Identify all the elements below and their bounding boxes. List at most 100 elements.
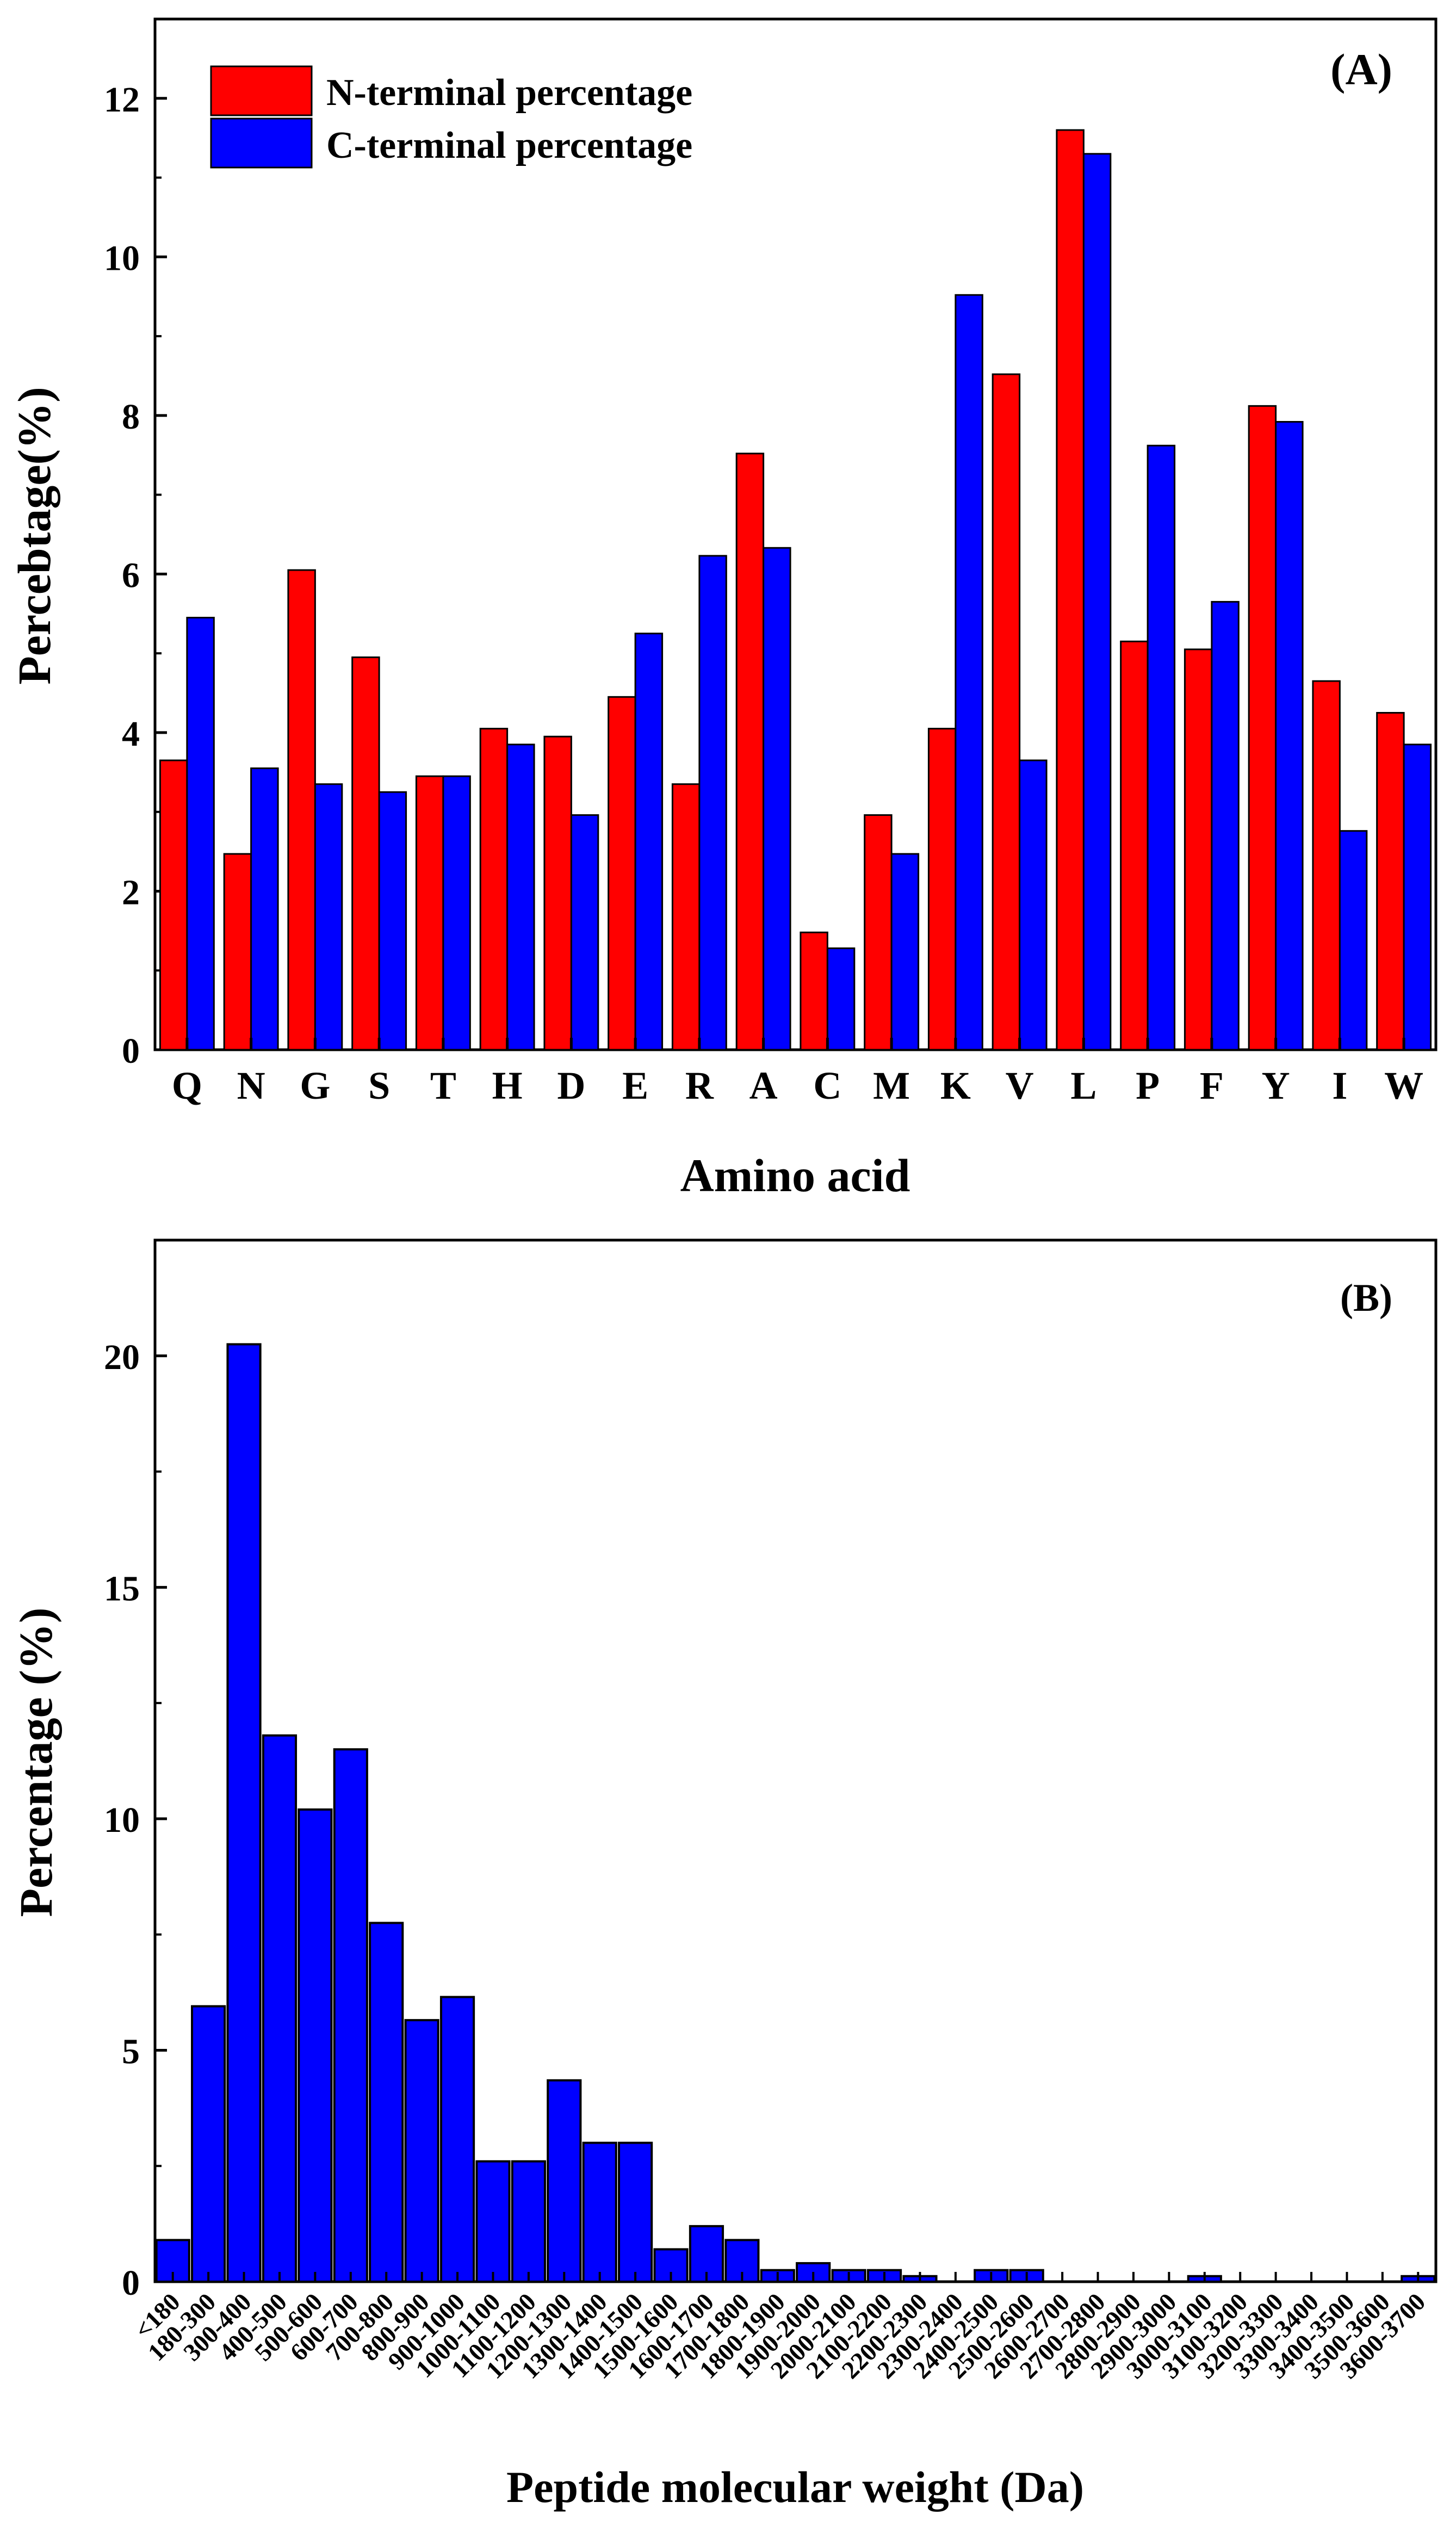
y-tick-label: 5 bbox=[122, 2031, 140, 2071]
bar-n-terminal-L bbox=[1056, 129, 1085, 1051]
x-tick-label-C: C bbox=[813, 1064, 841, 1107]
y-axis-title-a: Percebtage(%) bbox=[8, 387, 60, 685]
bar-c-terminal-K bbox=[955, 294, 983, 1051]
x-tick-label-I: I bbox=[1332, 1064, 1347, 1107]
x-tick-label-A: A bbox=[749, 1064, 778, 1107]
bar-n-terminal-R bbox=[671, 783, 701, 1051]
x-tick-label-F: F bbox=[1200, 1064, 1224, 1107]
bar-n-terminal-G bbox=[287, 569, 316, 1051]
bar-n-terminal-T bbox=[415, 775, 444, 1051]
y-tick-label: 12 bbox=[104, 80, 140, 120]
y-tick-label: 6 bbox=[122, 555, 140, 595]
bar-300-400 bbox=[226, 1343, 262, 2283]
bar-c-terminal-H bbox=[506, 744, 535, 1051]
bar-400-500 bbox=[262, 1734, 298, 2283]
y-axis-a: 0 2 4 6 8 10 12 bbox=[104, 80, 167, 1071]
bar-1400-1500 bbox=[618, 2141, 653, 2283]
y-tick-label: 15 bbox=[104, 1569, 140, 1608]
bar-n-terminal-E bbox=[608, 696, 636, 1051]
bar-n-terminal-A bbox=[735, 453, 765, 1051]
bar-c-terminal-A bbox=[763, 547, 791, 1051]
panel-label-a: (A) bbox=[1330, 45, 1392, 94]
bar-c-terminal-E bbox=[634, 633, 664, 1051]
legend-swatch-c-terminal bbox=[210, 117, 313, 169]
x-axis-title-a: Amino acid bbox=[680, 1149, 910, 1201]
bar-c-terminal-Y bbox=[1275, 421, 1304, 1051]
bar-700-800 bbox=[369, 1922, 404, 2283]
bar-c-terminal-Q bbox=[186, 617, 215, 1051]
y-tick-label: 20 bbox=[104, 1337, 140, 1377]
bar-c-terminal-R bbox=[698, 555, 727, 1051]
y-axis-title-b: Percentage (%) bbox=[10, 1607, 62, 1917]
bar-c-terminal-N bbox=[250, 767, 279, 1051]
y-tick-label: 8 bbox=[122, 397, 140, 437]
legend-swatch-n-terminal bbox=[210, 65, 313, 116]
bar-900-1000 bbox=[439, 1996, 475, 2283]
bar-c-terminal-D bbox=[570, 814, 599, 1051]
x-tick-label-V: V bbox=[1006, 1064, 1034, 1107]
x-tick-label-P: P bbox=[1136, 1064, 1160, 1107]
bar-c-terminal-V bbox=[1019, 759, 1048, 1051]
bar-1100-1200 bbox=[511, 2160, 546, 2283]
bar-c-terminal-G bbox=[314, 783, 343, 1051]
y-tick-label: 0 bbox=[122, 1031, 140, 1071]
bar-1300-1400 bbox=[582, 2141, 617, 2283]
x-axis-title-b: Peptide molecular weight (Da) bbox=[506, 2462, 1084, 2512]
bar-n-terminal-K bbox=[927, 728, 957, 1051]
bar-n-terminal-V bbox=[992, 373, 1021, 1051]
x-tick-label-G: G bbox=[300, 1064, 330, 1107]
bars-b bbox=[155, 1343, 1436, 2283]
bar-c-terminal-S bbox=[378, 791, 407, 1051]
bar-n-terminal-I bbox=[1312, 680, 1341, 1051]
x-tick-label-D: D bbox=[557, 1064, 585, 1107]
y-tick-label: 2 bbox=[122, 872, 140, 912]
bar-1000-1100 bbox=[475, 2160, 511, 2283]
plot-frame-b bbox=[153, 1238, 1438, 2283]
x-tick-label-H: H bbox=[492, 1064, 523, 1107]
bar-c-terminal-F bbox=[1211, 600, 1240, 1051]
bar-n-terminal-P bbox=[1120, 640, 1149, 1051]
panel-label-b: (B) bbox=[1340, 1276, 1392, 1320]
y-axis-b: 0 5 10 15 20 bbox=[104, 1337, 167, 2303]
bar-c-terminal-M bbox=[890, 853, 920, 1051]
bar-n-terminal-F bbox=[1184, 648, 1213, 1051]
y-tick-label: 10 bbox=[104, 238, 140, 278]
bar-600-700 bbox=[333, 1748, 368, 2283]
x-tick-label-M: M bbox=[873, 1064, 910, 1107]
x-axis-b: <180180-300300-400400-500500-600600-7007… bbox=[129, 2272, 1430, 2384]
bar-500-600 bbox=[298, 1808, 333, 2283]
x-tick-label-K: K bbox=[940, 1064, 971, 1107]
bar-c-terminal-W bbox=[1403, 744, 1432, 1051]
bar-c-terminal-C bbox=[826, 947, 856, 1051]
bar-n-terminal-M bbox=[864, 814, 893, 1051]
plot-frame-a bbox=[153, 17, 1438, 1051]
legend-a: N-terminal percentage C-terminal percent… bbox=[210, 65, 692, 169]
y-tick-label: 10 bbox=[104, 1800, 140, 1840]
bar-n-terminal-W bbox=[1376, 711, 1405, 1051]
x-tick-label-Y: Y bbox=[1262, 1064, 1290, 1107]
x-tick-label-L: L bbox=[1070, 1064, 1096, 1107]
bar-n-terminal-S bbox=[351, 656, 380, 1051]
bar-800-900 bbox=[404, 2019, 439, 2283]
chart-panel-b: 0 5 10 15 20 <180180-300300-400400-500500-60… bbox=[10, 1238, 1438, 2512]
bar-n-terminal-C bbox=[800, 931, 828, 1051]
y-tick-label: 0 bbox=[122, 2263, 140, 2303]
bar-n-terminal-Q bbox=[159, 759, 188, 1051]
bar-1200-1300 bbox=[547, 2079, 582, 2283]
bar-c-terminal-T bbox=[442, 775, 471, 1051]
legend-label-n-terminal: N-terminal percentage bbox=[326, 72, 692, 114]
bar-n-terminal-Y bbox=[1248, 405, 1277, 1051]
bars-a bbox=[159, 129, 1432, 1051]
x-tick-label-W: W bbox=[1384, 1064, 1423, 1107]
bar-c-terminal-P bbox=[1147, 444, 1176, 1051]
x-tick-label-E: E bbox=[622, 1064, 648, 1107]
x-tick-label-T: T bbox=[430, 1064, 456, 1107]
bar-n-terminal-H bbox=[479, 728, 509, 1051]
legend-label-c-terminal: C-terminal percentage bbox=[326, 125, 692, 166]
x-tick-label-R: R bbox=[685, 1064, 714, 1107]
bar-n-terminal-N bbox=[223, 853, 252, 1051]
bar-c-terminal-L bbox=[1082, 153, 1112, 1051]
